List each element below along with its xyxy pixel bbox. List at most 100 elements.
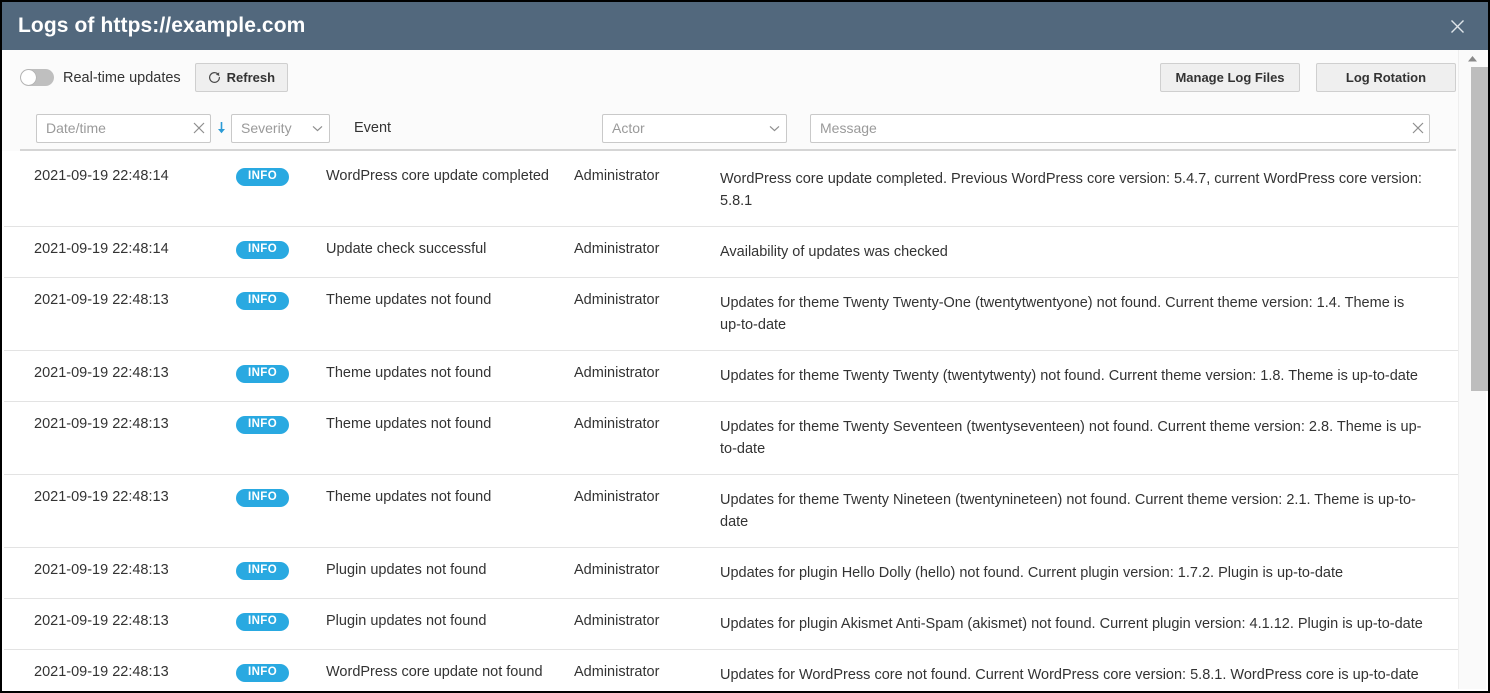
cell-severity: INFO — [236, 365, 326, 383]
cell-event: Plugin updates not found — [326, 613, 487, 629]
datetime-filter-placeholder: Date/time — [46, 120, 106, 136]
table-row[interactable]: 2021-09-19 22:48:13 INFO Plugin updates no… — [4, 599, 1458, 650]
cell-actor: Administrator — [574, 168, 660, 184]
cell-event: WordPress core update completed — [326, 168, 549, 184]
status-badge: INFO — [236, 241, 290, 259]
scroll-up-arrow-icon[interactable] — [1459, 50, 1486, 67]
filter-row: Date/time Severity Event Actor — [2, 105, 1488, 151]
status-badge: INFO — [236, 664, 290, 682]
cell-actor: Administrator — [574, 613, 660, 629]
cell-message: Updates for theme Twenty Nineteen (twent… — [720, 492, 1416, 530]
vertical-scrollbar[interactable] — [1458, 50, 1488, 689]
log-table: 2021-09-19 22:48:14 INFO WordPress core up… — [4, 154, 1458, 689]
cell-event: Theme updates not found — [326, 416, 492, 432]
status-badge: INFO — [236, 365, 290, 383]
cell-message: Updates for theme Twenty Seventeen (twen… — [720, 419, 1422, 457]
chevron-down-icon[interactable] — [305, 115, 329, 142]
realtime-updates-toggle[interactable] — [20, 69, 54, 86]
cell-severity: INFO — [236, 489, 326, 507]
cell-datetime: 2021-09-19 22:48:13 — [34, 292, 169, 308]
status-badge: INFO — [236, 292, 290, 310]
cell-datetime: 2021-09-19 22:48:13 — [34, 416, 169, 432]
close-icon[interactable] — [1442, 11, 1472, 41]
realtime-updates-label: Real-time updates — [63, 69, 181, 86]
cell-datetime: 2021-09-19 22:48:13 — [34, 365, 169, 381]
datetime-filter-input[interactable]: Date/time — [36, 113, 211, 143]
cell-actor: Administrator — [574, 416, 660, 432]
actor-filter-placeholder: Actor — [612, 120, 645, 136]
cell-datetime: 2021-09-19 22:48:14 — [34, 168, 169, 184]
toolbar-actions: Manage Log Files Log Rotation — [1160, 63, 1456, 92]
status-badge: INFO — [236, 613, 290, 631]
cell-actor: Administrator — [574, 292, 660, 308]
message-clear-icon[interactable] — [1407, 115, 1429, 142]
datetime-clear-icon[interactable] — [188, 115, 210, 142]
status-badge: INFO — [236, 168, 290, 186]
table-row[interactable]: 2021-09-19 22:48:14 INFO WordPress core up… — [4, 154, 1458, 227]
refresh-icon — [208, 71, 221, 84]
cell-event: Theme updates not found — [326, 292, 492, 308]
cell-datetime: 2021-09-19 22:48:13 — [34, 562, 169, 578]
cell-severity: INFO — [236, 664, 326, 682]
cell-message: Availability of updates was checked — [720, 244, 948, 260]
table-row[interactable]: 2021-09-19 22:48:13 INFO Theme updates not… — [4, 351, 1458, 402]
toolbar: Real-time updates Refresh Manage Log Fil… — [2, 50, 1488, 105]
cell-actor: Administrator — [574, 365, 660, 381]
table-row[interactable]: 2021-09-19 22:48:13 INFO Theme updates not… — [4, 278, 1458, 351]
scrollbar-thumb[interactable] — [1471, 67, 1488, 391]
cell-actor: Administrator — [574, 489, 660, 505]
cell-actor: Administrator — [574, 664, 660, 680]
message-filter-input[interactable]: Message — [810, 113, 1430, 143]
cell-message: Updates for theme Twenty Twenty-One (twe… — [720, 295, 1405, 333]
table-row[interactable]: 2021-09-19 22:48:13 INFO WordPress core up… — [4, 650, 1458, 689]
table-row[interactable]: 2021-09-19 22:48:13 INFO Plugin updates no… — [4, 548, 1458, 599]
cell-datetime: 2021-09-19 22:48:13 — [34, 489, 169, 505]
filter-divider — [20, 149, 1456, 151]
column-header-event: Event — [354, 120, 392, 136]
manage-log-files-button[interactable]: Manage Log Files — [1160, 63, 1300, 92]
cell-message: WordPress core update completed. Previou… — [720, 171, 1422, 209]
status-badge: INFO — [236, 489, 290, 507]
status-badge: INFO — [236, 562, 290, 580]
cell-severity: INFO — [236, 416, 326, 434]
scrollbar-track[interactable] — [1465, 67, 1488, 689]
cell-severity: INFO — [236, 241, 326, 259]
table-row[interactable]: 2021-09-19 22:48:14 INFO Update check succ… — [4, 227, 1458, 278]
severity-filter-select[interactable]: Severity — [231, 113, 330, 143]
table-row[interactable]: 2021-09-19 22:48:13 INFO Theme updates not… — [4, 475, 1458, 548]
cell-message: Updates for theme Twenty Twenty (twentyt… — [720, 368, 1418, 384]
log-table-body: 2021-09-19 22:48:14 INFO WordPress core up… — [4, 154, 1458, 689]
page-title: Logs of https://example.com — [18, 14, 306, 37]
cell-event: Theme updates not found — [326, 365, 492, 381]
chevron-down-icon[interactable] — [762, 115, 786, 142]
log-rotation-button[interactable]: Log Rotation — [1316, 63, 1456, 92]
cell-event: Update check successful — [326, 241, 487, 257]
cell-severity: INFO — [236, 292, 326, 310]
cell-event: Theme updates not found — [326, 489, 492, 505]
sort-direction-toggle[interactable] — [211, 121, 231, 135]
cell-actor: Administrator — [574, 562, 660, 578]
cell-actor: Administrator — [574, 241, 660, 257]
titlebar: Logs of https://example.com — [2, 2, 1488, 50]
cell-datetime: 2021-09-19 22:48:14 — [34, 241, 169, 257]
cell-datetime: 2021-09-19 22:48:13 — [34, 664, 169, 680]
cell-message: Updates for WordPress core not found. Cu… — [720, 667, 1419, 683]
realtime-updates-group: Real-time updates — [20, 69, 181, 86]
status-badge: INFO — [236, 416, 290, 434]
cell-message: Updates for plugin Hello Dolly (hello) n… — [720, 565, 1344, 581]
cell-event: Plugin updates not found — [326, 562, 487, 578]
message-filter-placeholder: Message — [820, 120, 877, 136]
refresh-button[interactable]: Refresh — [194, 63, 289, 92]
refresh-label: Refresh — [226, 70, 276, 85]
cell-event: WordPress core update not found — [326, 664, 543, 680]
severity-filter-placeholder: Severity — [241, 120, 292, 136]
cell-datetime: 2021-09-19 22:48:13 — [34, 613, 169, 629]
cell-severity: INFO — [236, 168, 326, 186]
table-row[interactable]: 2021-09-19 22:48:13 INFO Theme updates not… — [4, 402, 1458, 475]
cell-message: Updates for plugin Akismet Anti-Spam (ak… — [720, 616, 1423, 632]
actor-filter-select[interactable]: Actor — [602, 113, 787, 143]
cell-severity: INFO — [236, 562, 326, 580]
cell-severity: INFO — [236, 613, 326, 631]
toggle-knob — [21, 70, 36, 85]
